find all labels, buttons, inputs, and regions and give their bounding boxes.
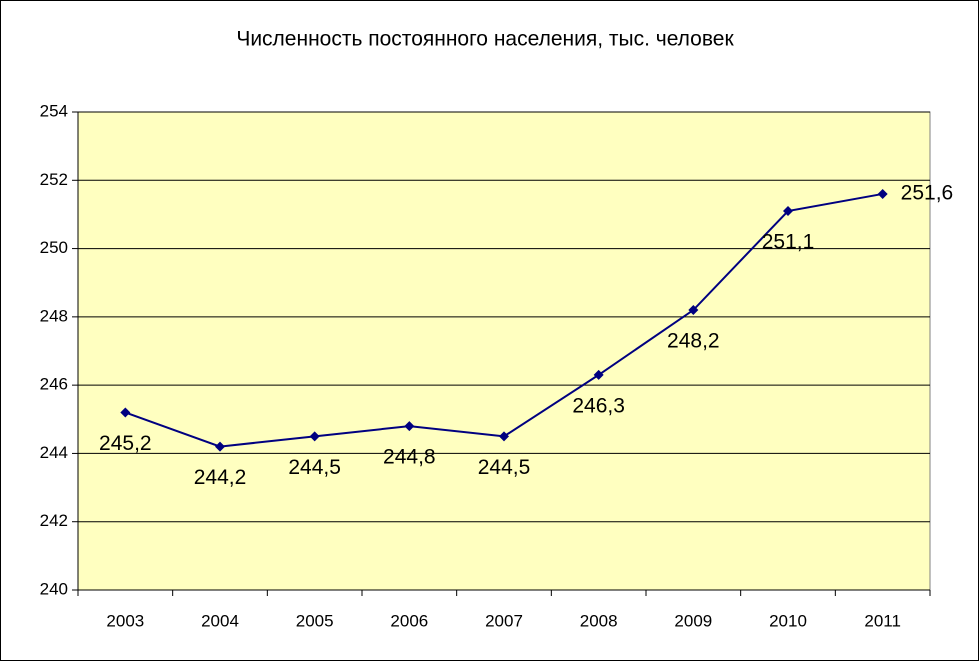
x-tick-label: 2008 — [580, 611, 618, 630]
data-point — [783, 206, 793, 217]
x-tick-label: 2004 — [201, 611, 239, 630]
y-tick-label: 250 — [40, 238, 68, 257]
data-point — [688, 305, 699, 316]
data-point — [215, 441, 225, 452]
data-label: 245,2 — [99, 432, 152, 455]
data-point — [309, 431, 320, 442]
x-tick-label: 2011 — [864, 611, 901, 630]
x-tick-label: 2009 — [674, 611, 712, 630]
x-tick-label: 2006 — [390, 611, 428, 630]
y-tick-label: 244 — [40, 443, 68, 462]
plot-area — [77, 111, 931, 591]
data-point — [499, 431, 509, 442]
data-label: 244,5 — [478, 456, 531, 479]
data-label: 244,2 — [194, 466, 247, 489]
y-tick-label: 242 — [40, 511, 68, 530]
data-point — [593, 369, 604, 380]
x-tick-label: 2003 — [106, 611, 144, 630]
y-tick-label: 254 — [40, 101, 68, 120]
data-point — [120, 407, 131, 418]
chart-title: Численность постоянного населения, тыс. … — [236, 28, 734, 51]
data-label: 244,8 — [383, 446, 436, 469]
y-tick-label: 248 — [40, 306, 68, 325]
x-tick-label: 2010 — [769, 611, 807, 630]
data-label: 244,5 — [288, 456, 341, 479]
y-tick-label: 240 — [40, 579, 68, 598]
data-label: 251,1 — [762, 231, 815, 254]
data-point — [404, 421, 415, 432]
data-point — [877, 188, 888, 199]
y-tick-label: 252 — [40, 170, 68, 189]
data-label: 251,6 — [901, 181, 954, 204]
data-label: 248,2 — [667, 330, 720, 353]
x-tick-label: 2005 — [296, 611, 334, 630]
data-label: 246,3 — [572, 394, 625, 417]
y-tick-label: 246 — [40, 375, 68, 394]
x-tick-label: 2007 — [485, 611, 523, 630]
